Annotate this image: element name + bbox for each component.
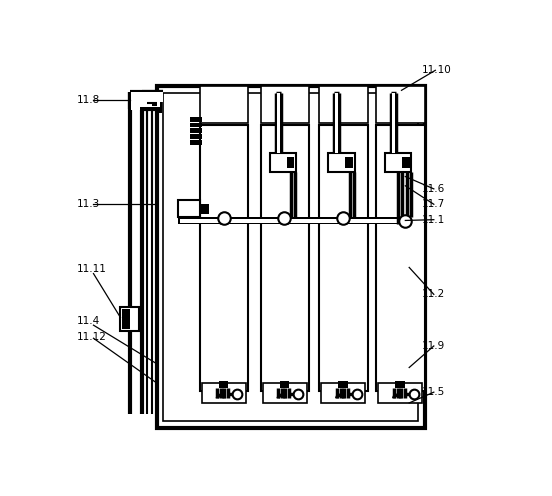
Text: 11.9: 11.9 — [422, 341, 445, 351]
Bar — [200, 203, 209, 214]
Bar — [194, 123, 198, 127]
Bar — [338, 380, 348, 387]
Bar — [120, 308, 139, 330]
Bar — [131, 92, 163, 102]
Bar — [286, 157, 294, 168]
Bar — [198, 117, 202, 122]
Bar — [345, 157, 353, 168]
Text: 11.5: 11.5 — [422, 387, 445, 397]
Bar — [198, 134, 202, 139]
Bar — [131, 100, 140, 110]
Bar — [163, 93, 418, 422]
Text: 11.10: 11.10 — [422, 65, 451, 75]
Bar — [122, 309, 130, 329]
Bar — [402, 157, 410, 168]
Bar — [194, 117, 198, 122]
Bar — [319, 125, 368, 391]
Bar — [376, 86, 424, 123]
Bar — [335, 93, 338, 153]
Bar — [395, 380, 405, 387]
Bar — [261, 86, 309, 123]
Bar — [263, 383, 307, 403]
Bar — [190, 140, 194, 145]
Bar — [202, 383, 246, 403]
Bar — [200, 86, 248, 123]
Text: 11.8: 11.8 — [77, 95, 100, 105]
Text: 11.12: 11.12 — [77, 332, 107, 342]
Bar — [270, 153, 296, 172]
Text: 11.1: 11.1 — [422, 215, 445, 225]
Bar — [190, 128, 194, 132]
Bar — [200, 125, 248, 391]
Text: 11.2: 11.2 — [422, 289, 445, 300]
Bar — [178, 200, 200, 217]
Bar — [392, 93, 395, 153]
Bar — [198, 140, 202, 145]
Text: 11.4: 11.4 — [77, 316, 100, 326]
Text: 11.6: 11.6 — [422, 184, 445, 194]
Bar — [180, 219, 404, 223]
Bar — [178, 217, 405, 224]
Bar — [378, 383, 422, 403]
Bar — [319, 86, 368, 123]
Bar — [198, 128, 202, 132]
Bar — [157, 86, 424, 428]
Bar — [376, 125, 424, 391]
Text: 11.11: 11.11 — [77, 264, 107, 274]
Bar — [131, 92, 141, 100]
Bar — [190, 123, 194, 127]
Text: 11.3: 11.3 — [77, 199, 100, 209]
Bar — [261, 125, 309, 391]
Bar — [194, 128, 198, 132]
Bar — [277, 93, 280, 153]
Bar — [219, 380, 228, 387]
Bar — [190, 117, 194, 122]
Bar — [198, 123, 202, 127]
Bar — [131, 101, 161, 107]
Bar — [190, 134, 194, 139]
Bar — [321, 383, 365, 403]
Bar — [131, 92, 141, 414]
Bar — [385, 153, 411, 172]
Bar — [194, 134, 198, 139]
Bar — [194, 140, 198, 145]
Bar — [280, 380, 289, 387]
Bar — [328, 153, 354, 172]
Text: 11.7: 11.7 — [422, 199, 445, 209]
